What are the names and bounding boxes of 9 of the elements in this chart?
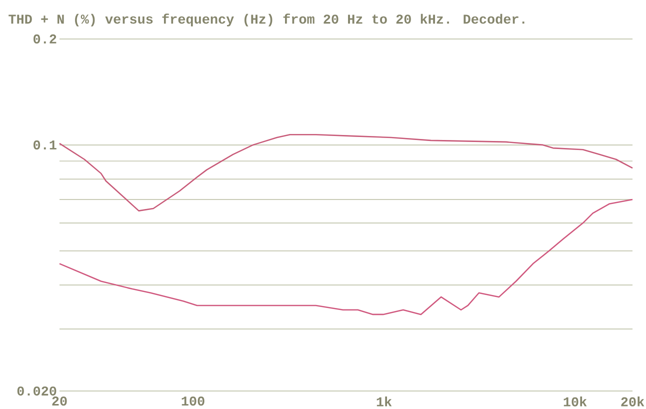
x-tick-label: 10k bbox=[564, 396, 587, 406]
x-tick-label: 1k bbox=[376, 396, 392, 406]
x-tick-label: 100 bbox=[182, 396, 204, 406]
x-tick-label: 20k bbox=[621, 396, 644, 406]
y-tick-label: 0.020 bbox=[17, 386, 56, 396]
y-tick-label: 0.2 bbox=[34, 34, 56, 44]
y-tick-label: 0.1 bbox=[34, 140, 56, 150]
chart-title: THD + N (%) versus frequency (Hz) from 20 Hz to 20 kHz. Decoder. bbox=[8, 14, 524, 26]
x-tick-label: 20 bbox=[52, 396, 67, 406]
